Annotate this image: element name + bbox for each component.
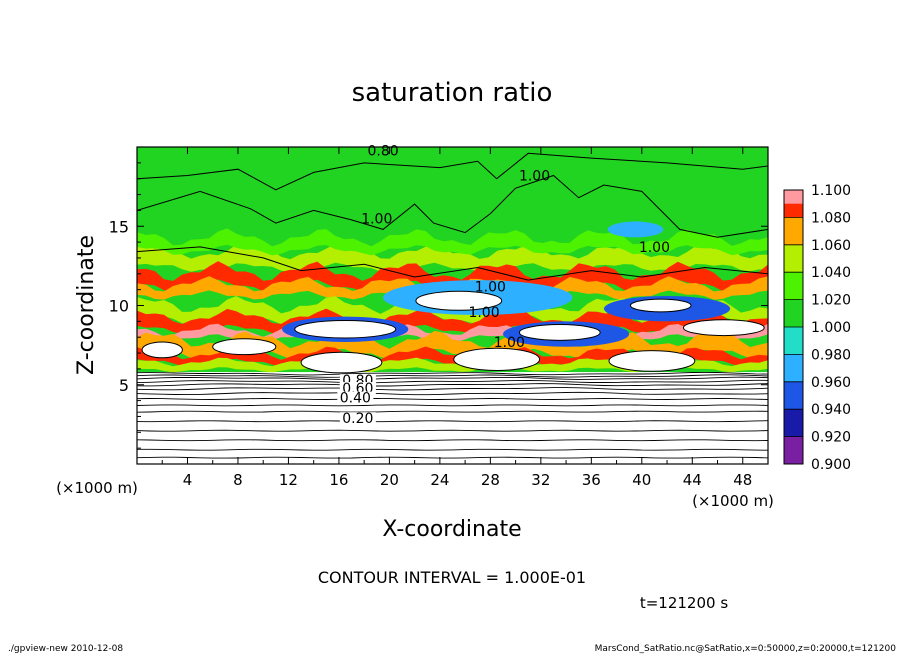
colorbar-swatch (784, 217, 803, 245)
contour-label: 1.00 (494, 335, 525, 351)
x-tick-label: 48 (733, 471, 752, 489)
colorbar-swatch (784, 436, 803, 464)
band-light-green-upper (137, 228, 768, 256)
white-core-6 (212, 338, 277, 356)
colorbar-swatch (784, 190, 803, 204)
band-orange-upper (137, 276, 768, 300)
saturation-field (137, 147, 768, 464)
colorbar: 0.900 0.920 0.940 0.960 0.980 1.000 1.020 1.040… (783, 183, 851, 473)
contour-line (137, 383, 768, 387)
contour-label: 1.00 (639, 240, 670, 256)
white-core-7 (300, 351, 383, 374)
colorbar-label: 1.040 (811, 265, 851, 281)
colorbar-label: 1.020 (811, 293, 851, 309)
white-core-1 (415, 290, 503, 311)
x-tick-label: 40 (632, 471, 651, 489)
colorbar-label: 0.960 (811, 375, 851, 391)
contour-line (137, 420, 768, 423)
contour-line (137, 448, 768, 451)
x-axis-ticks: 4 8 12 16 20 24 28 32 36 40 44 48 (161, 147, 752, 489)
white-core-3 (294, 320, 397, 339)
colorbar-label: 1.080 (811, 210, 851, 226)
contour-labels: 0.801.001.001.001.001.001.000.800.600.40… (337, 143, 670, 427)
chart-title: saturation ratio (352, 78, 553, 108)
x-tick-label: 32 (531, 471, 550, 489)
band-yellow-upper (137, 243, 768, 272)
contour-line (137, 439, 768, 442)
x-tick-label: 8 (233, 471, 243, 489)
colorbar-label: 0.920 (811, 430, 851, 446)
contour-line (137, 371, 768, 376)
time-label: t=121200 s (640, 594, 728, 612)
contour-label: 1.00 (475, 280, 506, 296)
x-tick-label: 44 (683, 471, 702, 489)
contour-line (137, 379, 768, 384)
contour-label: 0.40 (340, 391, 371, 407)
colorbar-label: 0.940 (811, 402, 851, 418)
footer-left: ./gpview-new 2010-12-08 (8, 644, 123, 654)
white-core-10 (141, 341, 183, 359)
x-tick-label: 24 (430, 471, 449, 489)
x-axis-label: X-coordinate (382, 517, 521, 542)
white-core-4 (518, 324, 601, 341)
white-core-5 (682, 319, 765, 337)
contour-line (137, 404, 768, 407)
y-tick-label: 15 (109, 217, 129, 236)
cyan-patch (607, 221, 664, 238)
white-core-9 (608, 350, 696, 372)
contour-label: 1.00 (361, 211, 392, 227)
contour-line-upper (137, 174, 768, 238)
band-pink-mid (137, 323, 768, 343)
y-tick-label: 5 (119, 376, 129, 395)
contour-label: 0.80 (368, 143, 399, 159)
contour-line (137, 398, 768, 400)
x-unit-left-label: (×1000 m) (56, 479, 138, 497)
colorbar-label: 0.980 (811, 347, 851, 363)
colorbar-swatch (784, 272, 803, 300)
colorbar-swatch (784, 299, 803, 327)
contour-line-upper (137, 246, 768, 281)
contour-line (137, 376, 768, 381)
y-axis-label: Z-coordinate (74, 235, 99, 375)
colorbar-swatch (784, 354, 803, 382)
contour-line (137, 391, 768, 396)
colorbar-label: 1.060 (811, 238, 851, 254)
colorbar-swatch (784, 409, 803, 437)
y-tick-label: 10 (109, 297, 129, 316)
colorbar-label: 1.000 (811, 320, 851, 336)
x-unit-right-label: (×1000 m) (692, 492, 774, 510)
contour-label: 1.00 (468, 305, 499, 321)
contour-label: 1.00 (519, 169, 550, 185)
colorbar-swatch (784, 381, 803, 410)
x-tick-label: 12 (279, 471, 298, 489)
x-tick-label: 4 (183, 471, 193, 489)
contour-line (137, 374, 768, 378)
contour-line (137, 429, 768, 432)
contour-line (137, 387, 768, 391)
colorbar-label: 1.100 (811, 183, 851, 199)
contour-line (137, 410, 768, 413)
colorbar-label: 0.900 (811, 457, 851, 473)
contour-label-bg (337, 391, 374, 405)
contour-line (137, 456, 768, 459)
contour-line-upper (137, 152, 768, 191)
contour-label: 0.20 (342, 411, 373, 427)
colorbar-swatch (784, 327, 803, 355)
colorbar-swatch (784, 244, 803, 273)
y-axis-ticks: 5 10 15 (109, 162, 768, 449)
contour-label-bg (339, 412, 376, 426)
x-tick-label: 20 (380, 471, 399, 489)
footer-right: MarsCond_SatRatio.nc@SatRatio,x=0:50000,… (595, 644, 897, 654)
x-tick-label: 28 (481, 471, 500, 489)
contour-interval-text: CONTOUR INTERVAL = 1.000E-01 (318, 568, 586, 587)
white-core-8 (453, 347, 541, 371)
white-core-2 (629, 298, 692, 313)
x-tick-label: 16 (329, 471, 348, 489)
x-tick-label: 36 (582, 471, 601, 489)
